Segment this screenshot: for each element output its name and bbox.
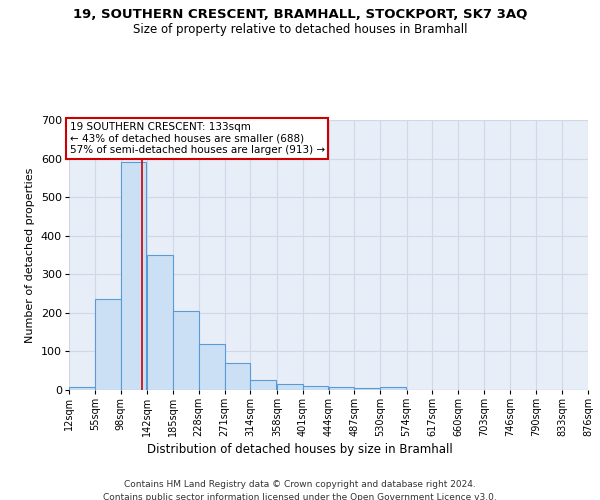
Text: Distribution of detached houses by size in Bramhall: Distribution of detached houses by size … bbox=[147, 442, 453, 456]
Bar bbox=[329, 387, 355, 390]
Bar bbox=[173, 311, 199, 390]
Text: Contains public sector information licensed under the Open Government Licence v3: Contains public sector information licen… bbox=[103, 492, 497, 500]
Bar bbox=[355, 388, 380, 390]
Text: 19, SOUTHERN CRESCENT, BRAMHALL, STOCKPORT, SK7 3AQ: 19, SOUTHERN CRESCENT, BRAMHALL, STOCKPO… bbox=[73, 8, 527, 20]
Bar bbox=[380, 387, 406, 390]
Bar bbox=[147, 255, 173, 390]
Bar bbox=[277, 384, 302, 390]
Bar bbox=[69, 387, 95, 390]
Text: Size of property relative to detached houses in Bramhall: Size of property relative to detached ho… bbox=[133, 22, 467, 36]
Text: Contains HM Land Registry data © Crown copyright and database right 2024.: Contains HM Land Registry data © Crown c… bbox=[124, 480, 476, 489]
Bar bbox=[199, 344, 224, 390]
Bar bbox=[95, 300, 121, 390]
Text: 19 SOUTHERN CRESCENT: 133sqm
← 43% of detached houses are smaller (688)
57% of s: 19 SOUTHERN CRESCENT: 133sqm ← 43% of de… bbox=[70, 122, 325, 155]
Y-axis label: Number of detached properties: Number of detached properties bbox=[25, 168, 35, 342]
Bar bbox=[224, 363, 250, 390]
Bar bbox=[302, 386, 329, 390]
Bar bbox=[250, 380, 276, 390]
Bar bbox=[121, 162, 146, 390]
